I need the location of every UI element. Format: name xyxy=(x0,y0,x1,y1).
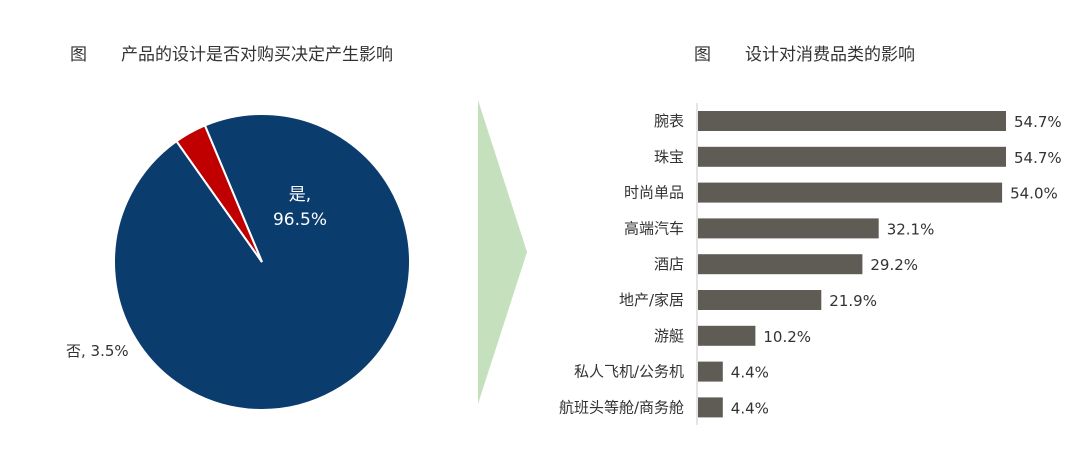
bar-2 xyxy=(698,182,1003,203)
bar-value-label: 10.2% xyxy=(763,328,811,346)
bar-value-label: 4.4% xyxy=(731,399,769,417)
bar-category-label: 地产/家居 xyxy=(619,291,684,309)
pie-label-yes-name: 是, xyxy=(289,185,311,205)
pie-label-yes-value: 96.5% xyxy=(273,210,327,230)
bar-value-label: 29.2% xyxy=(870,256,918,274)
bar-3 xyxy=(698,218,879,239)
bar-category-label: 私人飞机/公务机 xyxy=(574,363,684,381)
bar-category-label: 高端汽车 xyxy=(624,219,684,237)
bar-8 xyxy=(698,397,723,418)
pie-label-no: 否, 3.5% xyxy=(66,342,129,360)
bar-0 xyxy=(698,111,1006,131)
bar-6 xyxy=(698,325,756,346)
transition-arrow-shape xyxy=(478,100,527,404)
bar-5 xyxy=(698,290,822,310)
bar-7 xyxy=(698,361,723,382)
bar-value-label: 32.1% xyxy=(887,220,935,238)
bar-value-label: 21.9% xyxy=(829,292,877,310)
bar-value-label: 4.4% xyxy=(731,364,769,382)
bar-category-label: 珠宝 xyxy=(654,148,684,166)
bar-value-label: 54.7% xyxy=(1014,149,1062,167)
bar-category-label: 腕表 xyxy=(654,112,684,130)
bar-value-label: 54.0% xyxy=(1010,185,1058,203)
bar-chart: 腕表 54.7% 珠宝 54.7% 时尚单品 54.0% 高端汽车 32.1% 酒店 29.2% 地… xyxy=(559,103,1062,425)
pie-slice-no xyxy=(175,124,263,263)
bar-value-label: 54.7% xyxy=(1014,113,1062,131)
bar-1 xyxy=(698,146,1006,167)
pie-chart: 是, 96.5% 否, 3.5% xyxy=(66,113,412,411)
bar-4 xyxy=(698,254,863,275)
bar-category-label: 时尚单品 xyxy=(624,184,684,202)
bar-chart-title: 图 设计对消费品类的影响 xyxy=(694,45,915,65)
bar-category-label: 游艇 xyxy=(654,327,684,345)
bar-category-label: 酒店 xyxy=(654,255,684,273)
pie-chart-title: 图 产品的设计是否对购买决定产生影响 xyxy=(70,45,393,65)
bar-category-label: 航班头等舱/商务舱 xyxy=(559,398,684,416)
